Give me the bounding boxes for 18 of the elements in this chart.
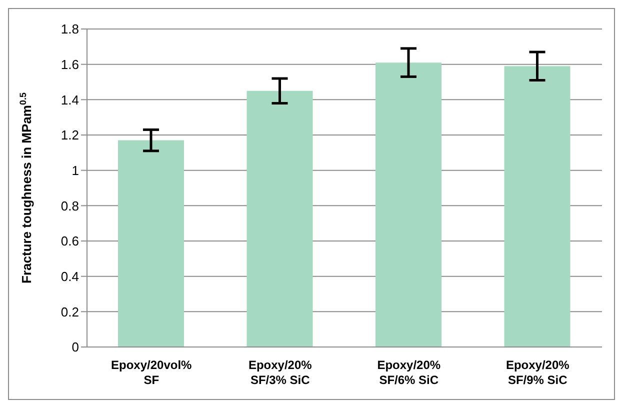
y-tick-label: 1.6 <box>60 56 79 72</box>
x-tick-label: Epoxy/20% SF/9% SiC <box>506 358 570 387</box>
y-tick-label: 1.2 <box>60 128 79 143</box>
bar <box>376 62 442 347</box>
bar <box>118 140 184 347</box>
x-tick-label: Epoxy/20% SF/3% SiC <box>248 358 312 387</box>
x-tick-label: Epoxy/20% SF/6% SiC <box>377 358 441 387</box>
y-tick-label: 0.2 <box>60 304 79 320</box>
y-tick-label: 0.6 <box>60 234 79 249</box>
bar <box>504 66 570 347</box>
y-tick-label: 0.8 <box>60 198 79 214</box>
y-tick-label: 1.8 <box>60 22 79 37</box>
y-tick-label: 0 <box>72 340 79 355</box>
bar <box>246 90 313 347</box>
y-tick-label: 1 <box>72 162 79 178</box>
y-tick-label: 0.4 <box>60 268 79 284</box>
x-tick-label: Epoxy/20vol% SF <box>111 358 192 387</box>
y-tick-label: 1.4 <box>60 92 79 108</box>
